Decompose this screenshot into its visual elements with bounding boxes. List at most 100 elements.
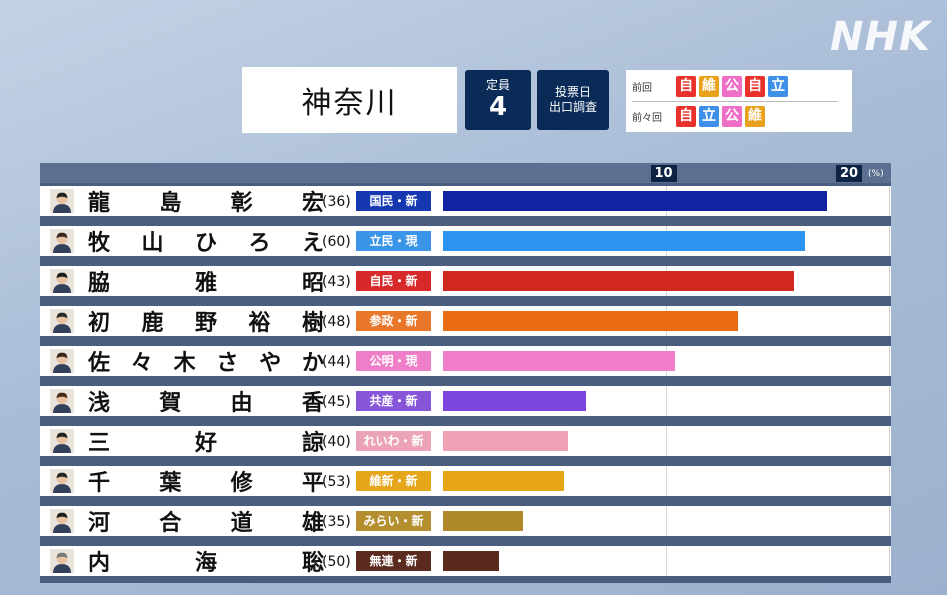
candidate-age: (40) <box>322 434 351 450</box>
candidate-age: (36) <box>322 194 351 210</box>
candidate-name-char: 佐 <box>88 351 111 376</box>
candidate-name-char: 島 <box>159 191 182 216</box>
candidate-name: 三好諒 <box>88 426 324 456</box>
bar-track <box>443 346 890 376</box>
candidate-name-char: 宏 <box>301 191 324 216</box>
candidate-name-char: 裕 <box>248 311 271 336</box>
gridline <box>889 546 890 576</box>
bar-track <box>443 226 890 256</box>
previous-results-panel: 前回 自維公自立 前々回 自立公維 <box>626 70 852 132</box>
exit-poll-line2: 出口調査 <box>548 100 597 114</box>
candidate-photo-icon <box>50 469 74 493</box>
candidate-row: 脇 雅 昭 (43) 自民・新 <box>40 266 891 296</box>
gridline <box>665 466 667 496</box>
vote-share-bar <box>443 271 794 291</box>
candidate-photo-icon <box>50 309 74 333</box>
party-badge: 無連・新 <box>356 551 431 571</box>
seats-label: 定員 <box>485 78 510 92</box>
candidate-name-char: 野 <box>194 311 217 336</box>
candidate-name-char: や <box>259 351 282 376</box>
x-tick-20: 20 <box>836 165 863 182</box>
previous-row: 前回 自維公自立 <box>632 76 791 97</box>
party-badge: 公明・現 <box>356 351 431 371</box>
candidate-name-char: 賀 <box>159 391 182 416</box>
gridline <box>889 466 890 496</box>
bar-track <box>443 386 890 416</box>
candidate-name-char: 葉 <box>159 471 182 496</box>
candidate-name: 脇雅昭 <box>88 266 324 296</box>
candidate-name-char: 牧 <box>88 231 111 256</box>
party-badge: 立民・現 <box>356 231 431 251</box>
party-badge: 共産・新 <box>356 391 431 411</box>
candidate-name-char: 合 <box>159 511 182 536</box>
candidate-name-char: 聡 <box>301 551 324 576</box>
vote-share-chart: 10 20 (%) 龍島彰宏 (36) 国民・新牧山ひろえ (60) 立民・現脇雅昭 (4… <box>40 163 891 583</box>
candidate-age: (53) <box>322 474 351 490</box>
candidate-name: 千葉修平 <box>88 466 324 496</box>
x-axis-header: 10 20 (%) <box>40 163 891 183</box>
seats-value: 4 <box>488 92 508 122</box>
exit-poll-badge: 投票日 出口調査 <box>537 70 609 130</box>
candidate-name: 浅賀由香 <box>88 386 324 416</box>
candidate-row: 浅 賀 由 香 (45) 共産・新 <box>40 386 891 416</box>
vote-share-bar <box>443 431 569 451</box>
party-badge: 維新・新 <box>356 471 431 491</box>
vote-share-bar <box>443 471 564 491</box>
candidate-photo-icon <box>50 229 74 253</box>
candidate-name-char: 千 <box>88 471 111 496</box>
candidate-name: 龍島彰宏 <box>88 186 324 216</box>
candidate-name-char: 木 <box>173 351 196 376</box>
vote-share-bar <box>443 351 676 371</box>
candidate-name-char: 昭 <box>301 271 324 296</box>
candidate-age: (60) <box>322 234 351 250</box>
gridline <box>889 386 890 416</box>
candidate-age: (43) <box>322 274 351 290</box>
candidate-name-char: 雅 <box>194 271 217 296</box>
candidate-row: 牧 山 ひ ろ え (60) 立民・現 <box>40 226 891 256</box>
gridline <box>889 226 890 256</box>
candidate-name-char: 山 <box>141 231 164 256</box>
previous-party-tag: 自 <box>745 76 765 97</box>
bar-track <box>443 306 890 336</box>
candidate-row: 龍 島 彰 宏 (36) 国民・新 <box>40 186 891 216</box>
party-badge: れいわ・新 <box>356 431 431 451</box>
candidate-name-char: 好 <box>194 431 217 456</box>
history-divider <box>632 101 838 102</box>
candidate-row: 三 好 諒 (40) れいわ・新 <box>40 426 891 456</box>
candidate-name-char: か <box>301 351 324 376</box>
bar-track <box>443 546 890 576</box>
vote-share-bar <box>443 231 806 251</box>
candidate-name: 初鹿野裕樹 <box>88 306 324 336</box>
previous-party-tags: 自維公自立 <box>676 76 791 97</box>
before-previous-label: 前々回 <box>632 113 662 124</box>
candidate-name-char: 道 <box>230 511 253 536</box>
previous-party-tag: 公 <box>722 76 742 97</box>
bar-track <box>443 466 890 496</box>
candidate-photo-icon <box>50 189 74 213</box>
party-badge: 国民・新 <box>356 191 431 211</box>
previous-party-tag: 立 <box>768 76 788 97</box>
x-axis-unit: (%) <box>868 169 884 179</box>
candidate-name-char: 樹 <box>301 311 324 336</box>
gridline <box>665 546 667 576</box>
gridline <box>665 506 667 536</box>
candidate-name-char: 々 <box>130 351 153 376</box>
candidate-name-char: 雄 <box>301 511 324 536</box>
seats-box: 定員 4 <box>465 70 531 130</box>
party-badge: みらい・新 <box>356 511 431 531</box>
vote-share-bar <box>443 551 499 571</box>
candidate-name-char: 香 <box>301 391 324 416</box>
before-previous-row: 前々回 自立公維 <box>632 106 768 127</box>
candidate-name-char: 平 <box>301 471 324 496</box>
gridline <box>665 426 667 456</box>
vote-share-bar <box>443 311 739 331</box>
candidate-age: (48) <box>322 314 351 330</box>
before-previous-party-tags: 自立公維 <box>676 106 768 127</box>
gridline <box>889 346 890 376</box>
candidate-name: 牧山ひろえ <box>88 226 324 256</box>
candidate-photo-icon <box>50 349 74 373</box>
candidate-name-char: 河 <box>88 511 111 536</box>
candidate-name-char: 三 <box>88 431 111 456</box>
previous-label: 前回 <box>632 83 652 94</box>
candidate-name-char: 由 <box>230 391 253 416</box>
